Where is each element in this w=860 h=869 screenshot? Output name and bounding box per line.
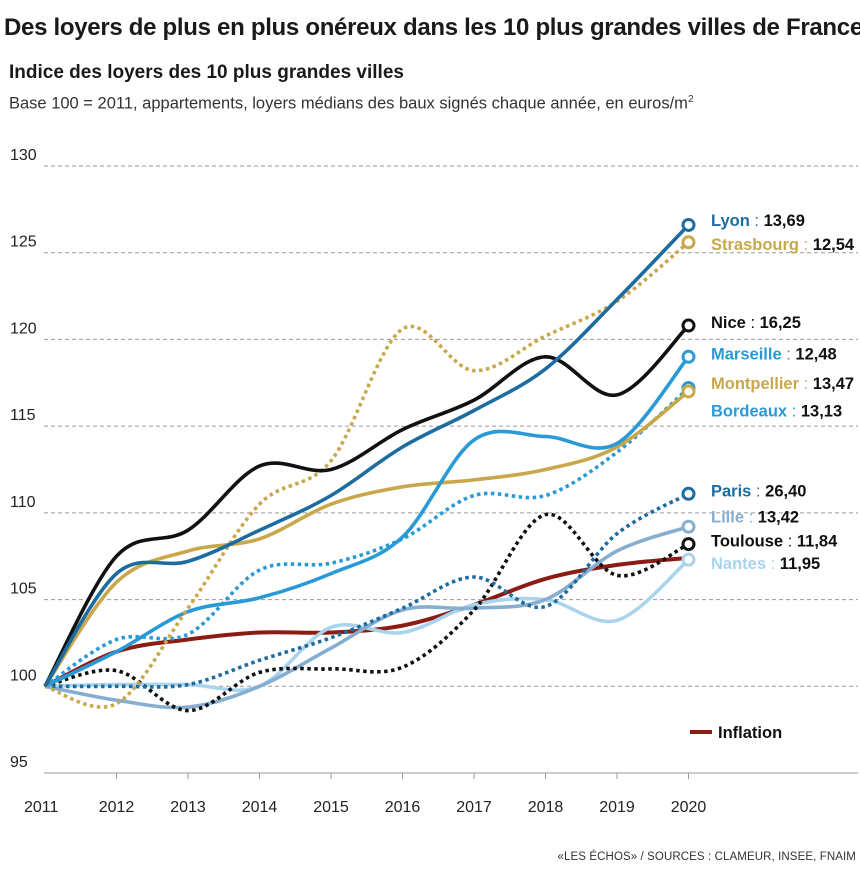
end-marker-toulouse <box>681 537 696 552</box>
series-label-value: 11,84 <box>797 533 838 551</box>
series-label-lille: Lille : 13,42 <box>711 508 799 526</box>
series-label-separator: : <box>766 555 780 573</box>
legend-label-inflation: Inflation <box>718 724 782 742</box>
series-line-bordeaux <box>44 386 690 688</box>
x-tick-label: 2016 <box>385 799 421 816</box>
grid-lines <box>44 165 858 774</box>
series-label-toulouse: Toulouse : 11,84 <box>711 533 838 551</box>
series-line-lyon <box>43 223 690 688</box>
y-tick-label: 95 <box>10 754 28 771</box>
end-marker-nice <box>681 318 696 333</box>
series-line-paris <box>44 492 690 689</box>
series-label-value: 12,48 <box>795 345 836 363</box>
series-label-separator: : <box>750 212 764 230</box>
x-tick-label: 2012 <box>99 799 135 816</box>
end-marker-montpellier <box>681 384 696 399</box>
series-label-separator: : <box>783 533 797 551</box>
series-line-marseille <box>44 355 690 688</box>
series-label-name: Lyon <box>711 212 750 230</box>
series-label-name: Toulouse <box>711 533 783 551</box>
series-label-value: 13,42 <box>758 508 799 526</box>
series-label-separator: : <box>782 345 796 363</box>
series-label-paris: Paris : 26,40 <box>711 482 806 500</box>
end-marker-paris <box>681 486 696 501</box>
series-line-nantes <box>44 558 690 692</box>
x-tick-label: 2017 <box>456 799 492 816</box>
x-tick-label: 2014 <box>242 799 278 816</box>
x-tick-label: 2020 <box>671 799 707 816</box>
series-label-value: 13,69 <box>764 212 805 230</box>
y-tick-label: 120 <box>10 320 37 337</box>
series-lines <box>43 223 690 713</box>
series-label-name: Lille <box>711 508 744 526</box>
chart-note-text: Base 100 = 2011, appartements, loyers mé… <box>9 94 688 113</box>
source-note: «LES ÉCHOS» / SOURCES : CLAMEUR, INSEE, … <box>557 851 856 863</box>
series-label-value: 13,47 <box>813 375 854 393</box>
series-label-strasbourg: Strasbourg : 12,54 <box>711 236 855 254</box>
y-tick-label: 105 <box>10 581 37 598</box>
series-label-bordeaux: Bordeaux : 13,13 <box>711 403 842 421</box>
series-label-lyon: Lyon : 13,69 <box>711 212 805 230</box>
end-marker-nantes <box>681 552 696 567</box>
end-marker-lyon <box>681 217 696 232</box>
series-label-value: 26,40 <box>765 482 806 500</box>
series-line-inflation <box>44 555 689 689</box>
end-marker-strasbourg <box>681 235 696 250</box>
y-tick-label: 100 <box>10 667 37 684</box>
series-label-separator: : <box>746 314 760 332</box>
series-line-toulouse <box>44 512 690 713</box>
series-label-marseille: Marseille : 12,48 <box>711 345 837 363</box>
series-label-separator: : <box>787 403 801 421</box>
series-label-name: Strasbourg <box>711 236 799 254</box>
chart-subtitle: Indice des loyers des 10 plus grandes vi… <box>9 62 404 83</box>
series-line-strasbourg <box>44 240 690 709</box>
series-label-value: 12,54 <box>813 236 855 254</box>
series-label-name: Montpellier <box>711 375 800 393</box>
series-label-name: Nice <box>711 314 746 332</box>
y-tick-label: 130 <box>10 147 37 164</box>
series-label-value: 11,95 <box>780 555 820 573</box>
x-tick-label: 2019 <box>599 799 635 816</box>
y-tick-label: 125 <box>10 234 37 251</box>
chart-title: Des loyers de plus en plus onéreux dans … <box>4 14 860 41</box>
x-tick-label: 2011 <box>24 799 59 816</box>
series-markers <box>681 217 696 567</box>
legend: Inflation <box>690 724 782 742</box>
series-line-nice <box>43 324 690 688</box>
series-label-montpellier: Montpellier : 13,47 <box>711 375 854 393</box>
series-label-name: Marseille <box>711 345 782 363</box>
series-labels: Nantes : 11,95 Lille : 13,42 Toulouse : 11… <box>711 212 855 573</box>
y-tick-label: 115 <box>10 407 36 424</box>
end-marker-marseille <box>681 349 696 364</box>
series-label-separator: : <box>799 236 813 254</box>
series-label-value: 16,25 <box>760 314 801 332</box>
chart-note-superscript: 2 <box>687 94 694 105</box>
chart-note: Base 100 = 2011, appartements, loyers mé… <box>9 94 694 114</box>
x-tick-label: 2015 <box>313 799 349 816</box>
series-line-montpellier <box>43 390 690 688</box>
series-label-separator: : <box>744 508 758 526</box>
y-axis-ticks: 95 100 105 110 115 120 125 130 <box>10 147 37 771</box>
y-tick-label: 110 <box>10 494 36 511</box>
x-tick-label: 2018 <box>528 799 564 816</box>
series-label-nice: Nice : 16,25 <box>711 314 801 332</box>
x-tick-label: 2013 <box>170 799 206 816</box>
series-label-value: 13,13 <box>801 403 842 421</box>
series-label-separator: : <box>751 482 765 500</box>
series-label-separator: : <box>799 375 813 393</box>
series-label-name: Nantes <box>711 555 766 573</box>
end-marker-lille <box>681 519 696 534</box>
series-label-name: Paris <box>711 482 751 500</box>
series-label-nantes: Nantes : 11,95 <box>711 555 820 573</box>
x-axis-ticks: 2011 2012 2013 2014 2015 2016 2017 2018 2019 2020 <box>24 773 706 816</box>
series-label-name: Bordeaux <box>711 403 788 421</box>
